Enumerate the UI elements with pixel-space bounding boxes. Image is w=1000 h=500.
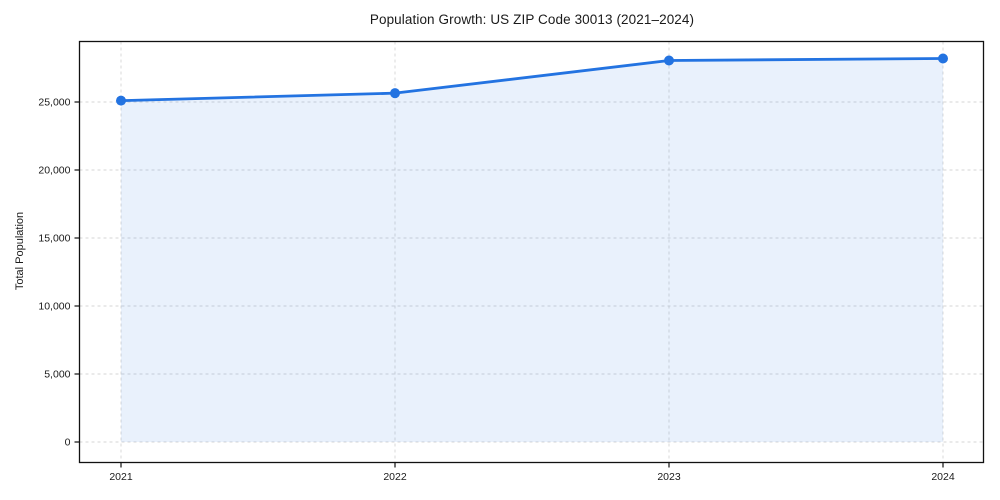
x-tick-label: 2023	[657, 471, 681, 483]
data-point-2021	[116, 95, 126, 106]
trend-line	[119, 57, 945, 103]
y-tick-label: 20,000	[38, 165, 70, 177]
data-point-2022	[390, 88, 400, 99]
x-tick-label: 2022	[383, 471, 407, 483]
y-axis-label: Total Population	[14, 211, 26, 291]
y-tick-label: 10,000	[38, 301, 70, 313]
data-point-2023	[664, 55, 674, 66]
x-tick-label: 2021	[109, 471, 133, 483]
plot-border	[78, 40, 985, 464]
y-tick-label: 5,000	[44, 369, 70, 381]
x-tick-label: 2024	[931, 471, 955, 483]
y-tick-label: 0	[65, 437, 71, 449]
chart-title: Population Growth: US ZIP Code 30013 (20…	[369, 12, 695, 27]
data-point-2024	[938, 53, 948, 64]
y-tick-label: 15,000	[38, 233, 70, 245]
y-tick-label: 25,000	[38, 97, 70, 109]
area-fill	[121, 58, 943, 442]
